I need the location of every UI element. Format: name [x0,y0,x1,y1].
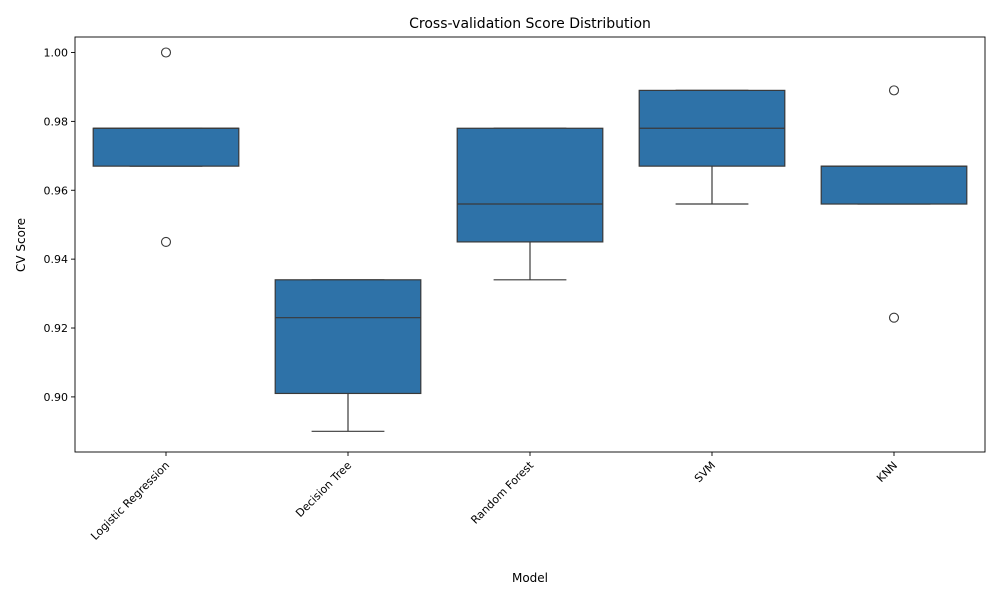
box [456,127,604,243]
outlier-point [888,85,900,96]
plot-area [92,47,968,432]
outlier-point [160,236,172,247]
y-tick-label: 0.94 [44,253,69,266]
y-tick-label: 0.90 [44,391,69,404]
y-tick-label: 0.92 [44,322,69,335]
y-axis: 0.90 0.92 0.94 0.96 0.98 1.00 [44,46,75,404]
y-axis-label: CV Score [14,218,28,272]
box-group [274,279,422,432]
y-tick-label: 1.00 [44,46,69,59]
y-tick-label: 0.98 [44,115,69,128]
x-axis-label: Model [512,571,548,585]
x-tick-label: Decision Tree [293,459,354,520]
box [820,165,968,205]
x-tick-label: Random Forest [468,458,536,526]
box-group [92,47,240,247]
y-tick-label: 0.96 [44,184,69,197]
x-axis: Logistic Regression Decision Tree Random F… [88,452,900,543]
box-group [638,89,786,205]
box [92,127,240,167]
box-group [820,85,968,323]
box-group [456,127,604,281]
x-tick-label: Logistic Regression [88,459,172,543]
x-tick-label: KNN [874,459,900,485]
x-tick-label: SVM [692,459,718,485]
box [274,279,422,395]
outlier-point [888,312,900,323]
outlier-point [160,47,172,58]
chart-title: Cross-validation Score Distribution [409,16,651,32]
